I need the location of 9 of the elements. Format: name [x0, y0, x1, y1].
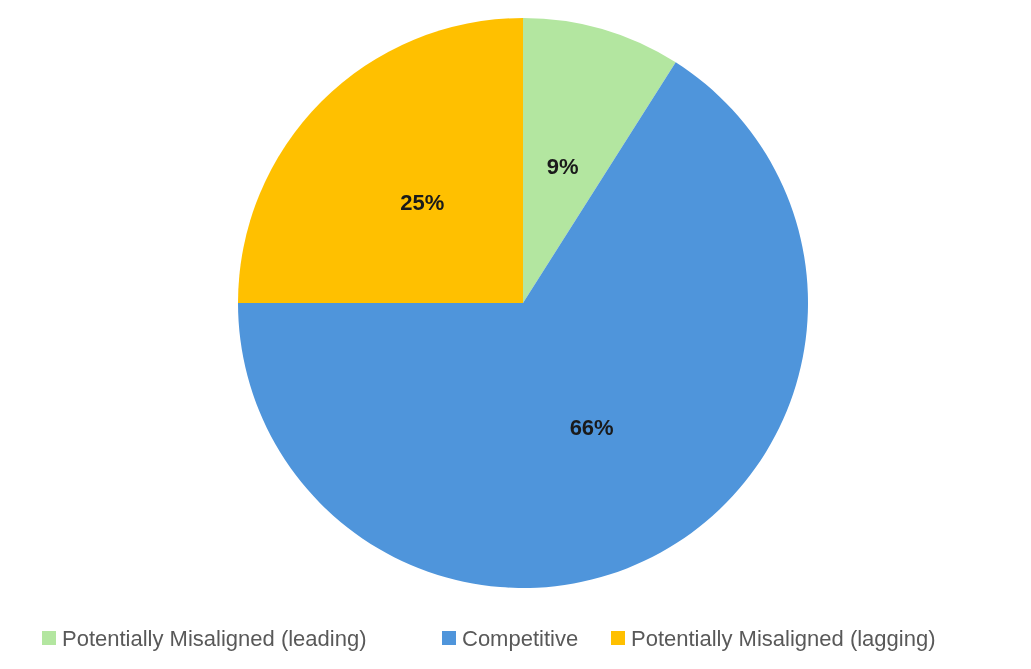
- legend-label: Potentially Misaligned (leading): [62, 625, 367, 651]
- data-label: 25%: [400, 189, 445, 215]
- legend-label: Potentially Misaligned (lagging): [631, 625, 936, 651]
- pie-slice: [238, 18, 523, 303]
- data-label: 9%: [546, 153, 579, 179]
- pie-slice: [238, 62, 808, 588]
- data-label: 66%: [569, 415, 614, 441]
- legend-label: Competitive: [462, 625, 579, 651]
- pie-slice: [523, 18, 676, 303]
